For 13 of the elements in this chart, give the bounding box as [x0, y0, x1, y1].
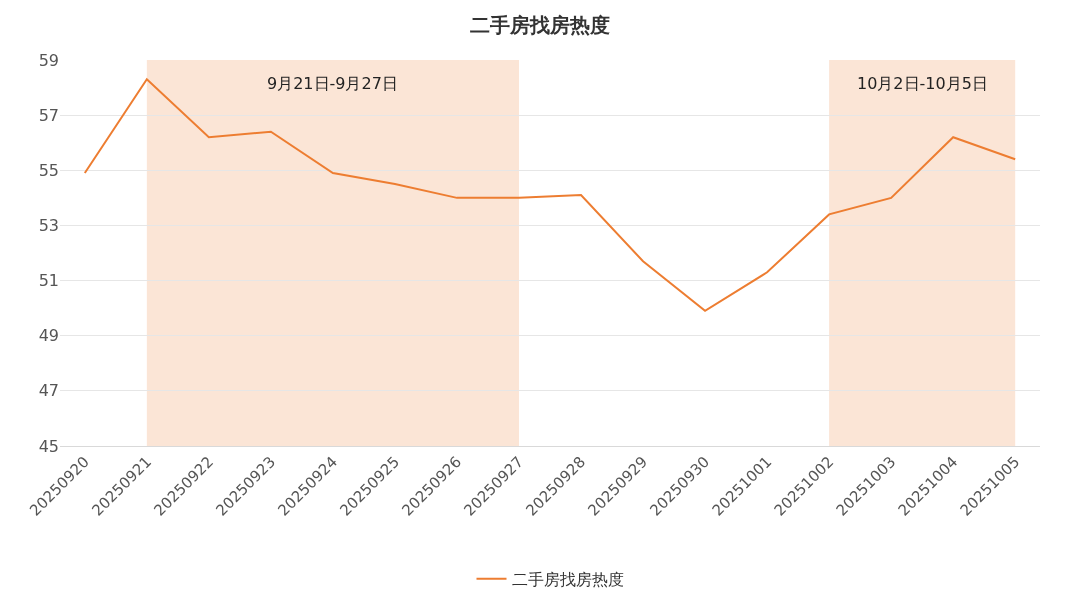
y-tick-label: 55 — [38, 160, 59, 180]
y-tick-label: 57 — [38, 105, 59, 125]
y-tick-label: 47 — [38, 381, 59, 401]
y-tick-label: 53 — [38, 216, 59, 236]
y-tick-label: 45 — [38, 436, 59, 456]
y-tick-label: 49 — [38, 326, 59, 346]
band-label: 10月2日-10月5日 — [857, 74, 988, 93]
y-tick-label: 51 — [38, 271, 59, 291]
y-tick-label: 59 — [38, 50, 59, 70]
legend-label: 二手房找房热度 — [511, 569, 624, 589]
line-series — [83, 78, 1017, 312]
chart-title: 二手房找房热度 — [470, 13, 610, 38]
band-label: 9月21日-9月27日 — [267, 74, 398, 93]
